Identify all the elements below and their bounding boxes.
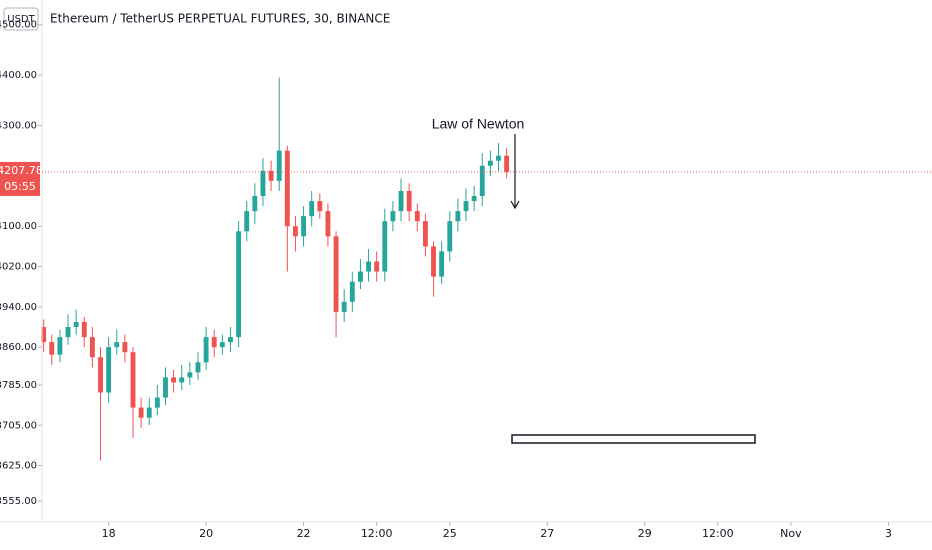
x-tick-label: 20	[199, 527, 213, 540]
candle-body	[203, 337, 209, 363]
candle-body	[219, 342, 225, 348]
candle-body	[293, 226, 298, 237]
candle-body	[487, 160, 493, 166]
arrow-head	[510, 200, 520, 210]
candle-body	[122, 342, 128, 353]
candle-body	[65, 327, 71, 338]
price-label: 4207.78	[0, 164, 43, 177]
candle-body	[41, 327, 47, 343]
candle-body	[317, 201, 323, 212]
candle-body	[422, 221, 428, 247]
y-tick-label: 3860.00	[0, 342, 37, 353]
candle-body	[431, 246, 436, 277]
candle-body	[333, 236, 339, 312]
candle-body	[382, 221, 388, 272]
candle-body	[366, 261, 371, 272]
candle-body	[398, 190, 404, 212]
annotation: Law of Newton	[432, 116, 525, 132]
candle-body	[171, 377, 177, 383]
x-tick-label: Nov	[780, 527, 802, 540]
candle-body	[73, 321, 79, 328]
candle-body	[439, 251, 445, 277]
currency-button[interactable]	[3, 7, 39, 31]
candle-body	[98, 357, 103, 393]
candle-body	[463, 201, 469, 212]
candle-body	[89, 337, 95, 358]
candle-body	[138, 407, 144, 418]
candle-body	[447, 221, 453, 252]
x-tick-label: 12:00	[361, 527, 393, 540]
y-tick-label: 3555.00	[0, 496, 37, 507]
candle-body	[154, 397, 160, 408]
candle-body	[187, 372, 193, 378]
candle-body	[284, 150, 290, 227]
y-tick-label: 4300.00	[0, 120, 37, 131]
candle-body	[114, 342, 120, 348]
candle-body	[146, 407, 152, 418]
x-tick-label: 22	[297, 527, 311, 540]
candle-body	[479, 165, 485, 197]
price-label-bg	[0, 161, 40, 196]
x-tick-label: 29	[638, 527, 652, 540]
candle-body	[455, 211, 461, 222]
y-tick-label: 3940.00	[0, 302, 37, 313]
candle-body	[390, 211, 396, 222]
candle-body	[374, 261, 380, 272]
currency-label[interactable]: USDT	[7, 14, 35, 25]
candle-body	[349, 281, 355, 302]
candle-body	[106, 347, 112, 393]
candle-body	[236, 231, 242, 338]
candle-body	[268, 170, 274, 181]
candle-body	[309, 201, 315, 217]
plot-area	[41, 77, 510, 461]
candle-body	[57, 337, 63, 355]
candle-body	[49, 342, 55, 355]
candle-body	[228, 337, 233, 343]
x-tick-label: 18	[102, 527, 116, 540]
candle-body	[301, 216, 307, 237]
x-tick-label: 12:00	[702, 527, 734, 540]
candle-body	[179, 377, 185, 383]
candle-body	[496, 155, 501, 161]
x-tick-label: 3	[885, 527, 892, 540]
y-tick-label: 3625.00	[0, 461, 37, 472]
y-tick-label: 4020.00	[0, 262, 37, 273]
countdown-label: 05:55	[4, 180, 36, 193]
y-tick-label: 3705.00	[0, 420, 37, 431]
candle-body	[504, 155, 510, 172]
candle-body	[211, 337, 217, 348]
y-tick-label: 4500.00	[0, 20, 37, 31]
y-tick-label: 4400.00	[0, 70, 37, 81]
candle-body	[163, 377, 168, 398]
candle-body	[81, 321, 87, 338]
candle-body	[195, 362, 201, 373]
candle-body	[244, 211, 250, 232]
candle-body	[406, 190, 412, 212]
x-tick-label: 27	[540, 527, 554, 540]
drawn-rectangle	[511, 434, 756, 444]
candle-body	[276, 150, 282, 181]
candle-body	[130, 352, 136, 408]
chart-title: Ethereum / TetherUS PERPETUAL FUTURES, 3…	[50, 12, 390, 26]
candle-body	[252, 196, 258, 212]
candle-body	[357, 271, 363, 282]
candle-body	[260, 170, 266, 197]
candle-body	[414, 211, 420, 222]
candle-body	[471, 196, 477, 202]
y-tick-label: 3785.00	[0, 380, 37, 391]
candle-body	[341, 301, 347, 312]
y-tick-label: 4100.00	[0, 221, 37, 232]
x-tick-label: 25	[443, 527, 457, 540]
candle-body	[325, 211, 331, 237]
